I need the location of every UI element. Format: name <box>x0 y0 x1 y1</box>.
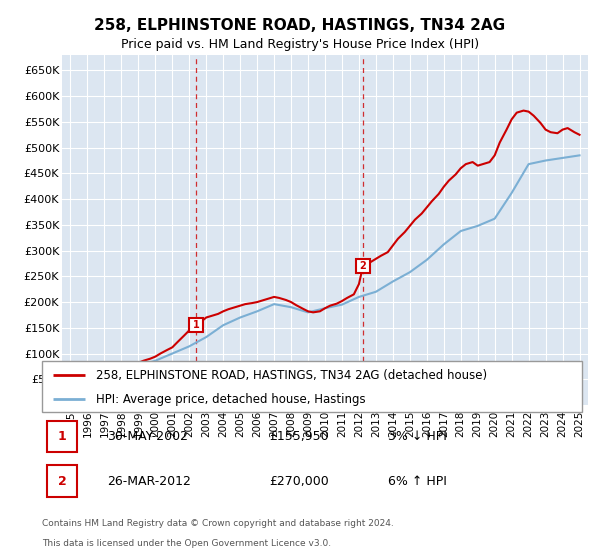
FancyBboxPatch shape <box>47 421 77 452</box>
Text: 26-MAR-2012: 26-MAR-2012 <box>107 474 191 488</box>
Text: HPI: Average price, detached house, Hastings: HPI: Average price, detached house, Hast… <box>96 393 365 405</box>
Text: 2: 2 <box>359 261 367 271</box>
Text: £270,000: £270,000 <box>269 474 329 488</box>
Text: 6% ↑ HPI: 6% ↑ HPI <box>388 474 446 488</box>
Text: Price paid vs. HM Land Registry's House Price Index (HPI): Price paid vs. HM Land Registry's House … <box>121 38 479 52</box>
Text: 3% ↓ HPI: 3% ↓ HPI <box>388 430 446 443</box>
Text: 2: 2 <box>58 474 67 488</box>
Text: Contains HM Land Registry data © Crown copyright and database right 2024.: Contains HM Land Registry data © Crown c… <box>42 519 394 528</box>
Text: 258, ELPHINSTONE ROAD, HASTINGS, TN34 2AG (detached house): 258, ELPHINSTONE ROAD, HASTINGS, TN34 2A… <box>96 369 487 382</box>
Text: 258, ELPHINSTONE ROAD, HASTINGS, TN34 2AG: 258, ELPHINSTONE ROAD, HASTINGS, TN34 2A… <box>94 18 506 32</box>
FancyBboxPatch shape <box>42 361 582 412</box>
Text: 1: 1 <box>58 430 67 443</box>
Text: £155,950: £155,950 <box>269 430 328 443</box>
Text: 1: 1 <box>193 320 200 330</box>
Text: This data is licensed under the Open Government Licence v3.0.: This data is licensed under the Open Gov… <box>42 539 331 548</box>
FancyBboxPatch shape <box>47 465 77 497</box>
Text: 30-MAY-2002: 30-MAY-2002 <box>107 430 188 443</box>
